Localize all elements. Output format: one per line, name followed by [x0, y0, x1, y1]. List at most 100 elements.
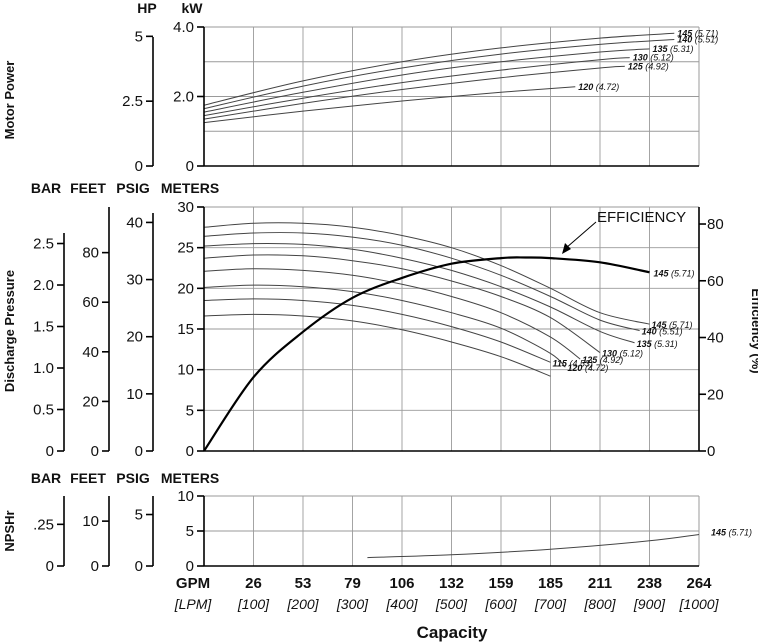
- power-curve-label-145: 145 (5.71): [677, 28, 718, 38]
- pressure-meters-unit: METERS: [161, 180, 219, 196]
- efficiency-pointer-arrow: [562, 243, 571, 254]
- pressure-psig-axis-tick-label: 40: [126, 214, 143, 231]
- pressure-feet-axis-tick-label: 0: [91, 443, 99, 460]
- x-tick-lpm: [300]: [336, 596, 369, 612]
- pressure-bar-axis-tick-label: 0.5: [33, 402, 54, 419]
- npsh-curve-label-145: 145 (5.71): [711, 528, 752, 538]
- npsh-meters-unit: METERS: [161, 470, 219, 486]
- hp-axis-tick-label: 5: [135, 28, 143, 45]
- head-curve-125: [203, 268, 581, 360]
- npsh-bar-unit: BAR: [31, 470, 61, 486]
- head-curve-140: [203, 232, 640, 332]
- x-tick-lpm: [700]: [534, 596, 567, 612]
- kw-axis-tick-label: 4.0: [173, 19, 194, 36]
- x-tick-gpm: 185: [538, 575, 563, 592]
- pressure-feet-axis-tick-label: 40: [82, 344, 99, 361]
- x-unit-gpm: GPM: [176, 575, 210, 592]
- pressure-bar-axis-tick-label: 0: [46, 443, 54, 460]
- npsh-meters-axis-tick-label: 5: [186, 523, 194, 540]
- head-curve-label-135: 135 (5.31): [637, 339, 678, 349]
- x-unit-lpm: [LPM]: [174, 596, 213, 612]
- power-curve-130: [203, 57, 630, 117]
- x-tick-gpm: 26: [245, 575, 262, 592]
- efficiency-pointer-line: [565, 221, 597, 249]
- kw-axis-tick-label: 0: [186, 158, 194, 175]
- head-curve-label-115: 115 (4.53): [553, 358, 593, 368]
- efficiency-curve-label: EFFICIENCY: [597, 209, 686, 226]
- head-curve-135: [203, 242, 635, 344]
- head-curve-label-125: 125 (4.92): [582, 355, 623, 365]
- power-curve-label-130: 130 (5.12): [633, 53, 674, 63]
- motor-power-axis-label: Motor Power: [2, 61, 17, 140]
- pressure-meters-axis-tick-label: 0: [186, 443, 194, 460]
- head-curve-label-140: 140 (5.51): [642, 327, 683, 337]
- pressure-bar-axis-tick-label: 1.0: [33, 360, 54, 377]
- pressure-meters-axis-tick-label: 10: [177, 362, 194, 379]
- hp-unit-label: HP: [137, 0, 156, 16]
- x-tick-gpm: 106: [389, 575, 414, 592]
- pressure-meters-axis-tick-label: 15: [177, 321, 194, 338]
- efficiency-axis-tick-label: 80: [707, 216, 724, 233]
- pressure-psig-axis-tick-label: 0: [135, 443, 143, 460]
- kw-axis-tick-label: 2.0: [173, 89, 194, 106]
- hp-axis-tick-label: 0: [135, 158, 143, 175]
- npshr-axis-label: NPSHr: [2, 510, 17, 551]
- x-tick-gpm: 159: [488, 575, 513, 592]
- x-tick-lpm: [600]: [484, 596, 517, 612]
- npsh-curve-145: [367, 534, 700, 559]
- x-tick-labels: 26 [100] 53 [200] 79 [300] 106 [400] 132 [500] 159…: [237, 575, 720, 612]
- efficiency-axis-tick-label: 0: [707, 443, 715, 460]
- efficiency-axis-tick-label: 60: [707, 273, 724, 290]
- x-tick-lpm: [800]: [583, 596, 616, 612]
- curve-layer: 145 (5.71)140 (5.51)135 (5.31)130 (5.12)…: [203, 28, 752, 559]
- efficiency-axis-label: Efficiency (%): [749, 288, 758, 373]
- pressure-feet-axis-tick-label: 60: [82, 294, 99, 311]
- x-tick-gpm: 79: [344, 575, 361, 592]
- power-curve-label-135: 135 (5.31): [653, 44, 694, 54]
- power-curve-140: [203, 39, 675, 110]
- head-curve-label-130: 130 (5.12): [602, 349, 643, 359]
- pressure-meters-axis-tick-label: 25: [177, 240, 194, 257]
- efficiency-axis-tick-label: 20: [707, 386, 724, 403]
- npsh-bar-axis-tick-label: 0: [46, 558, 54, 575]
- power-curve-label-120: 120 (4.72): [578, 82, 619, 92]
- kw-unit-label: kW: [182, 0, 204, 16]
- head-curve-130: [203, 254, 601, 354]
- head-curve-115: [203, 298, 551, 363]
- npsh-feet-unit: FEET: [70, 470, 106, 486]
- x-tick-lpm: [200]: [286, 596, 319, 612]
- axis-layer: 5 2.5 0 4.0 2.0 0 2.5 2.0 1.5 1.0 0.5 0 80 60 40 20 0 40 3…: [33, 19, 724, 575]
- x-tick-gpm: 238: [637, 575, 662, 592]
- efficiency-curve-label-145: 145 (5.71): [654, 268, 695, 278]
- x-tick-lpm: [900]: [633, 596, 666, 612]
- power-curve-label-125: 125 (4.92): [628, 61, 669, 71]
- power-curve-label-140: 140 (5.51): [677, 35, 718, 45]
- efficiency-curve: [203, 256, 650, 452]
- x-tick-gpm: 132: [439, 575, 464, 592]
- npsh-meters-axis-tick-label: 0: [186, 558, 194, 575]
- npsh-bar-axis-tick-label: .25: [33, 516, 54, 533]
- pressure-bar-axis-tick-label: 2.0: [33, 277, 54, 294]
- x-axis-title: Capacity: [417, 623, 488, 642]
- x-tick-lpm: [100]: [237, 596, 270, 612]
- x-tick-gpm: 264: [686, 575, 712, 592]
- x-tick-lpm: [1000]: [679, 596, 720, 612]
- npsh-feet-axis-tick-label: 0: [91, 558, 99, 575]
- npsh-meters-axis-tick-label: 10: [177, 488, 194, 505]
- head-curve-120: [203, 284, 566, 368]
- pressure-meters-axis-tick-label: 30: [177, 199, 194, 216]
- pressure-bar-unit: BAR: [31, 180, 61, 196]
- head-curve-145: [203, 222, 650, 325]
- pressure-psig-axis-tick-label: 30: [126, 272, 143, 289]
- npsh-feet-axis-tick-label: 10: [82, 513, 99, 530]
- pressure-meters-axis-tick-label: 5: [186, 402, 194, 419]
- power-curve-135: [203, 48, 650, 113]
- npsh-psig-axis-tick-label: 5: [135, 507, 143, 524]
- discharge-pressure-axis-label: Discharge Pressure: [2, 270, 17, 392]
- hp-axis-tick-label: 2.5: [122, 93, 143, 110]
- grid-layer: [203, 26, 700, 566]
- x-tick-gpm: 53: [295, 575, 312, 592]
- x-tick-gpm: 211: [588, 575, 612, 592]
- npsh-psig-unit: PSIG: [116, 470, 150, 486]
